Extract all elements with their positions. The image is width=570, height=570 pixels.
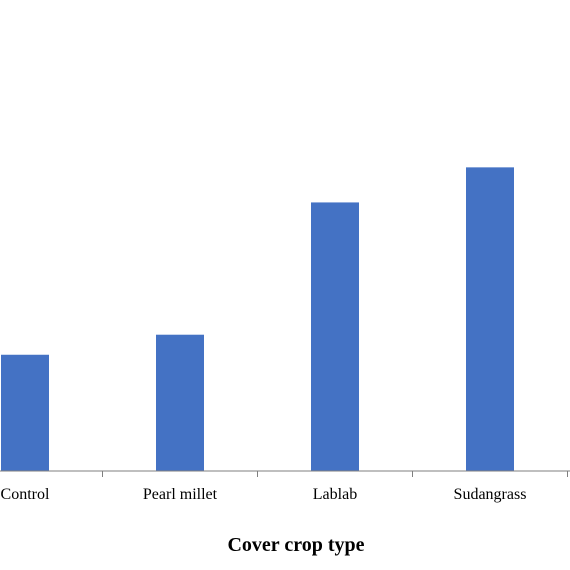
bars-group bbox=[1, 167, 514, 471]
x-axis-title: Cover crop type bbox=[227, 534, 364, 556]
x-tick-labels: Control Pearl millet Lablab Sudangrass bbox=[1, 486, 527, 503]
bar-pearl-millet bbox=[156, 334, 204, 471]
x-axis bbox=[0, 470, 570, 477]
bar-control bbox=[1, 354, 49, 471]
x-tick-label: Pearl millet bbox=[143, 486, 218, 503]
x-tick-label: Control bbox=[1, 486, 50, 503]
x-tick-label: Lablab bbox=[313, 486, 357, 503]
bar-lablab bbox=[311, 202, 359, 471]
x-tick-label: Sudangrass bbox=[454, 486, 527, 503]
bar-sudangrass bbox=[466, 167, 514, 471]
